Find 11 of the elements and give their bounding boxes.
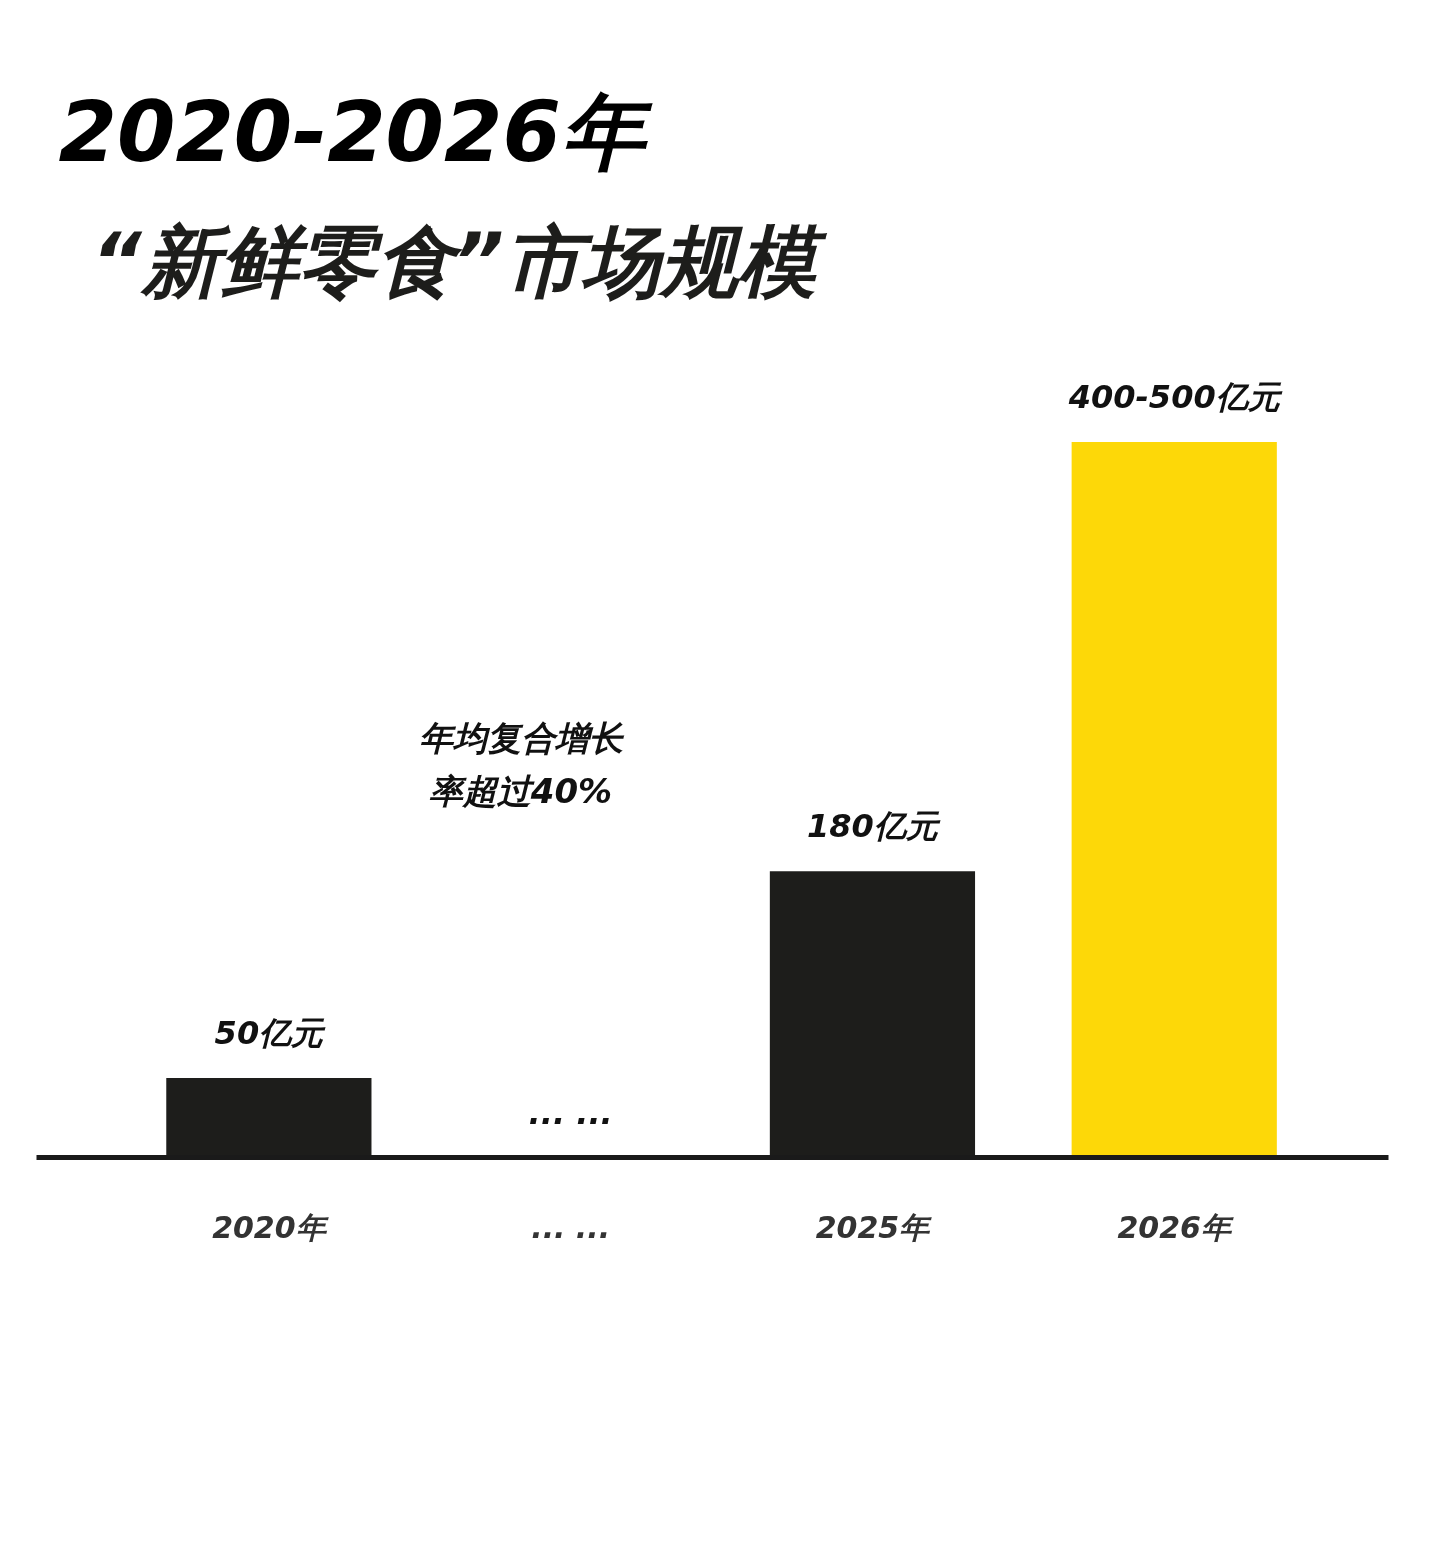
chart-subtitle: “新鲜零食”市场规模 — [91, 216, 828, 307]
x-tick-label: 2025年 — [815, 1209, 933, 1245]
annotation: 年均复合增长率超过40% — [418, 717, 625, 811]
data-label: 400-500亿元 — [1067, 378, 1283, 417]
x-tick-label: 2020年 — [212, 1209, 329, 1245]
x-tick-label: ... ... — [531, 1209, 611, 1245]
x-tick-label: 2026年 — [1117, 1209, 1234, 1245]
chart-title: 2020-2026年 — [58, 82, 653, 181]
text: ... ... — [528, 1093, 613, 1132]
data-label: 50亿元 — [214, 1014, 327, 1053]
data-label: 180亿元 — [807, 807, 941, 846]
